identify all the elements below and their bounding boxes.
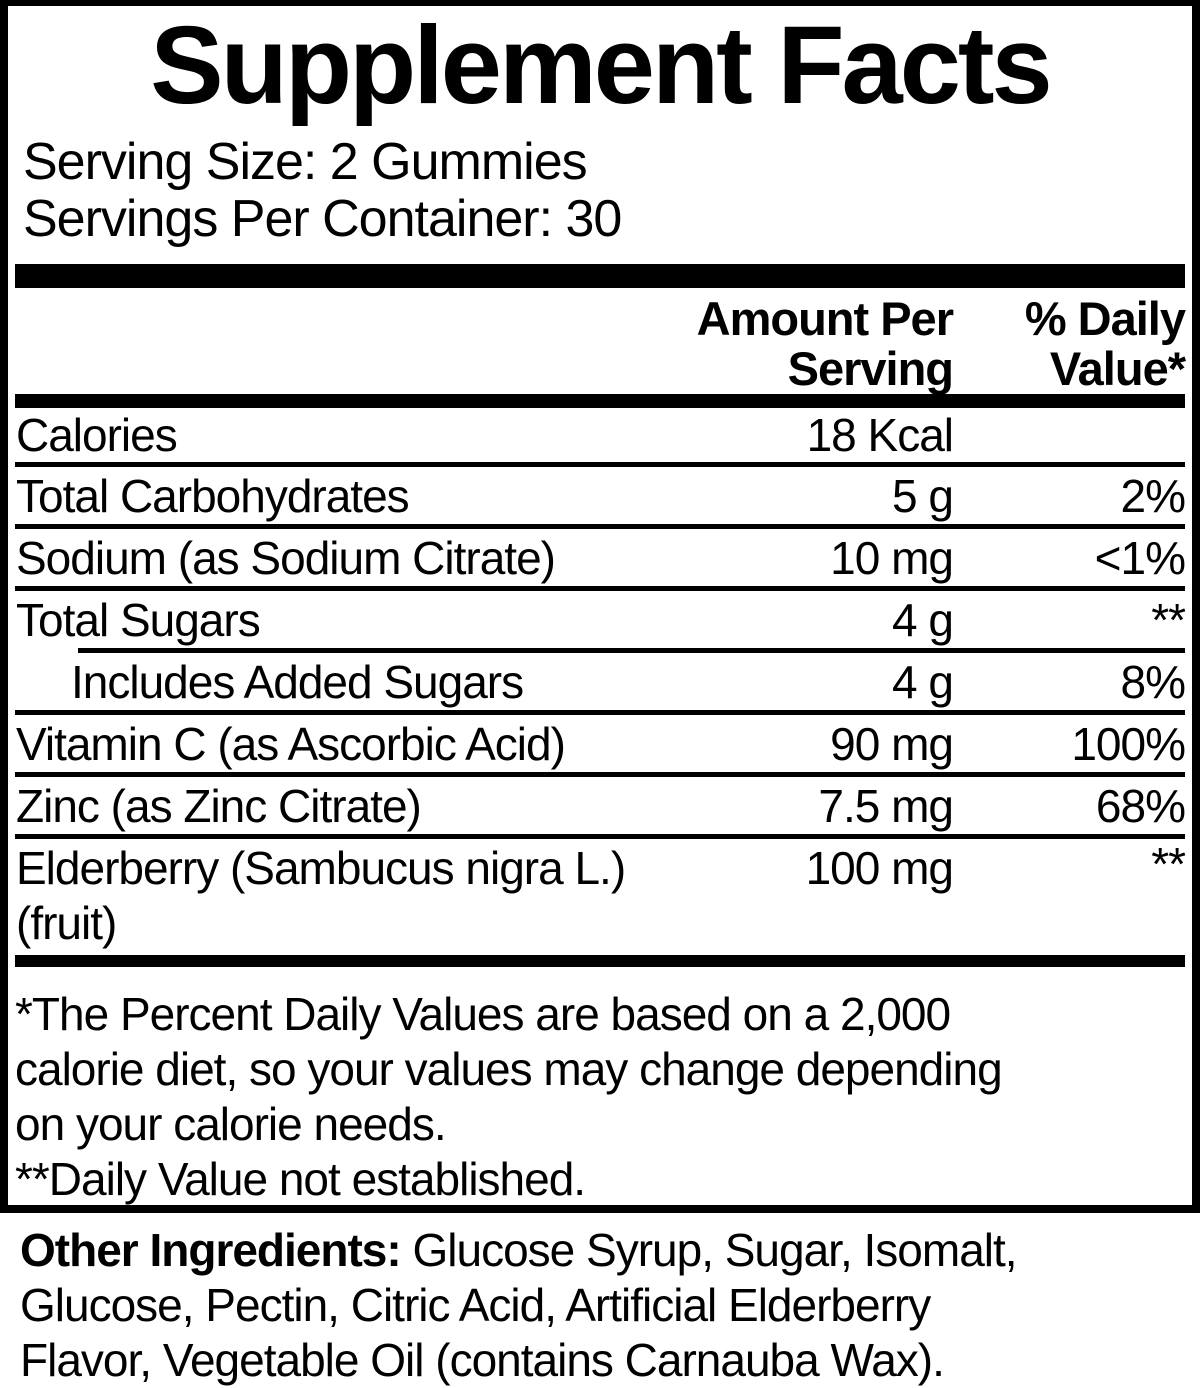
table-row-calories: Calories 18 Kcal bbox=[15, 408, 1185, 462]
nutrient-amount: 4 g bbox=[892, 655, 954, 708]
row-divider bbox=[15, 586, 1185, 591]
nutrient-daily-value: 2% bbox=[1120, 469, 1186, 522]
nutrient-amount: 90 mg bbox=[830, 717, 954, 770]
table-row-vitamin-c: Vitamin C (as Ascorbic Acid) 90 mg 100% bbox=[15, 715, 1186, 772]
nutrient-name: Calories bbox=[16, 409, 178, 461]
row-divider bbox=[15, 710, 1185, 715]
table-row-total-sugars: Total Sugars 4 g ** bbox=[15, 591, 1186, 648]
daily-value-header: % Daily Value* bbox=[1024, 292, 1186, 395]
column-header-spacer bbox=[15, 294, 673, 394]
row-divider bbox=[15, 524, 1185, 529]
facts-box: Supplement Facts Serving Size: 2 Gummies… bbox=[0, 0, 1200, 1213]
nutrient-daily-value: ** bbox=[1151, 838, 1186, 890]
daily-value-footnote: *The Percent Daily Values are based on a… bbox=[15, 987, 1185, 1205]
nutrient-name: Includes Added Sugars bbox=[71, 655, 524, 708]
nutrient-amount: 18 Kcal bbox=[806, 409, 954, 461]
nutrient-daily-value: ** bbox=[1151, 594, 1186, 646]
nutrient-name: Total Sugars bbox=[16, 593, 261, 646]
other-ingredients-line: Other Ingredients: Glucose Syrup, Sugar,… bbox=[20, 1224, 1018, 1276]
nutrient-amount: 7.5 mg bbox=[818, 779, 954, 832]
page-title: Supplement Facts bbox=[150, 4, 1052, 127]
separator-bar-bottom bbox=[15, 955, 1185, 967]
nutrient-daily-value: 100% bbox=[1071, 717, 1186, 770]
nutrient-daily-value: <1% bbox=[1094, 531, 1186, 584]
footnote-line: **Daily Value not established. bbox=[15, 1153, 586, 1205]
nutrient-name: Elderberry (Sambucus nigra L.) (fruit) bbox=[16, 842, 626, 949]
row-divider-indented bbox=[78, 648, 1185, 653]
nutrient-amount: 10 mg bbox=[830, 531, 954, 584]
other-ingredients-line: Glucose, Pectin, Citric Acid, Artificial… bbox=[20, 1279, 931, 1331]
serving-size: Serving Size: 2 Gummies bbox=[23, 133, 588, 191]
other-ingredients-section: Other Ingredients: Glucose Syrup, Sugar,… bbox=[20, 1223, 1193, 1388]
servings-per-container: Servings Per Container: 30 bbox=[23, 190, 622, 248]
table-row-elderberry: Elderberry (Sambucus nigra L.) (fruit) 1… bbox=[15, 838, 1186, 955]
table-row-sodium: Sodium (as Sodium Citrate) 10 mg <1% bbox=[15, 529, 1186, 586]
other-ingredients-line: Flavor, Vegetable Oil (contains Carnauba… bbox=[20, 1334, 945, 1386]
amount-per-serving-header: Amount Per Serving bbox=[696, 292, 954, 395]
nutrient-name: Zinc (as Zinc Citrate) bbox=[16, 779, 422, 832]
nutrient-name: Vitamin C (as Ascorbic Acid) bbox=[16, 717, 566, 770]
footnote-line: *The Percent Daily Values are based on a… bbox=[15, 988, 951, 1040]
nutrient-amount: 100 mg bbox=[805, 842, 954, 894]
other-ingredients-label: Other Ingredients: bbox=[20, 1224, 402, 1276]
table-row-carbohydrates: Total Carbohydrates 5 g 2% bbox=[15, 467, 1186, 524]
header-separator-bar bbox=[15, 394, 1185, 408]
row-divider bbox=[15, 834, 1185, 839]
footnote-line: on your calorie needs. bbox=[15, 1098, 447, 1150]
nutrient-daily-value: 68% bbox=[1095, 779, 1186, 832]
table-row-zinc: Zinc (as Zinc Citrate) 7.5 mg 68% bbox=[15, 777, 1186, 834]
footnote-line: calorie diet, so your values may change … bbox=[15, 1043, 1003, 1095]
nutrient-amount: 5 g bbox=[892, 469, 954, 522]
nutrient-name: Sodium (as Sodium Citrate) bbox=[16, 531, 556, 584]
nutrient-daily-value: 8% bbox=[1120, 655, 1186, 708]
table-column-header: Amount Per Serving % Daily Value* bbox=[15, 292, 1186, 395]
row-divider bbox=[15, 462, 1185, 467]
table-row-added-sugars: Includes Added Sugars 4 g 8% bbox=[15, 653, 1186, 710]
nutrient-name: Total Carbohydrates bbox=[16, 469, 410, 522]
nutrient-amount: 4 g bbox=[892, 593, 954, 646]
row-divider bbox=[15, 772, 1185, 777]
separator-bar-top bbox=[15, 264, 1185, 288]
